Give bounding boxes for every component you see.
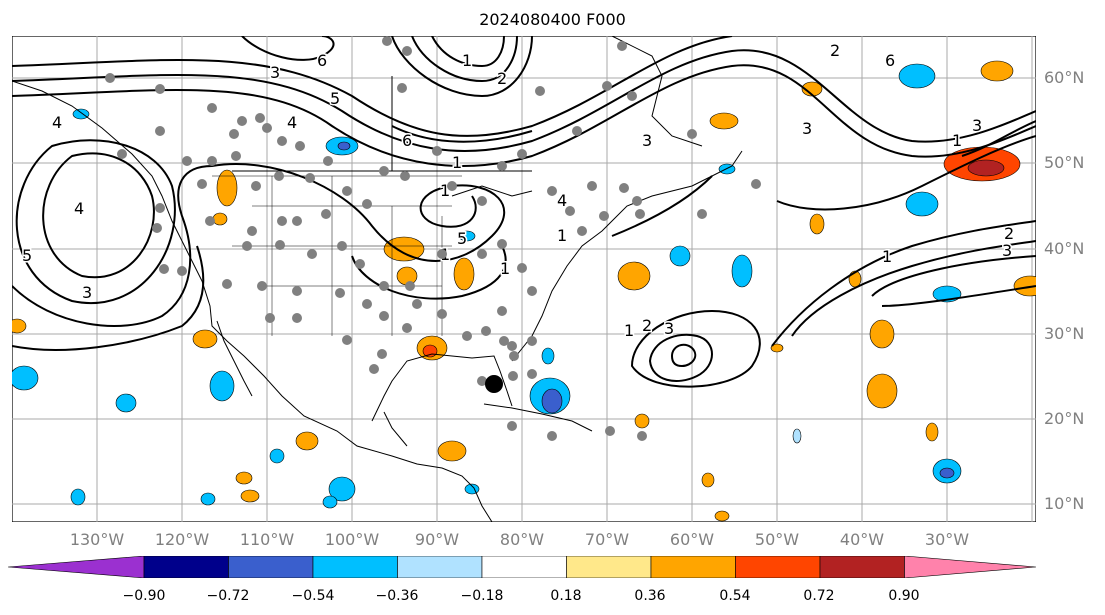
station-markers xyxy=(105,36,761,441)
colorbar-segment xyxy=(228,556,314,578)
lat-label: 40°N xyxy=(1044,239,1085,258)
contour-label: 3 xyxy=(642,131,652,150)
contour-label: 5 xyxy=(330,89,340,108)
contour-label: 1 xyxy=(882,247,892,266)
colorbar-segments xyxy=(8,556,1037,578)
storm-center-marker xyxy=(485,375,503,393)
contour-label: 1 xyxy=(557,226,567,245)
map-title: 2024080400 F000 xyxy=(479,10,626,29)
contour-label: 3 xyxy=(802,119,812,138)
contour-label: 2 xyxy=(642,316,652,335)
contour-label: 3 xyxy=(270,63,280,82)
colorbar-segment xyxy=(650,556,736,578)
lon-label: 130°W xyxy=(69,530,125,549)
contour-label: 3 xyxy=(82,283,92,302)
contour-label: 1 xyxy=(452,153,462,172)
lon-label: 120°W xyxy=(154,530,210,549)
colorbar-segment xyxy=(8,556,145,578)
contour-label: 1 xyxy=(462,51,472,70)
contour-label: 4 xyxy=(287,113,297,132)
colorbar-segment xyxy=(481,556,567,578)
colorbar-tick-label: 0.18 xyxy=(550,588,582,604)
contour-label: 6 xyxy=(402,131,412,150)
contour-label: 3 xyxy=(1002,241,1012,260)
lon-label: 90°W xyxy=(414,530,460,549)
contour-label: 1 xyxy=(500,259,510,278)
colorbar-tick-label: 0.72 xyxy=(803,588,835,604)
contour-label: 2 xyxy=(830,41,840,60)
lon-label: 100°W xyxy=(324,530,380,549)
colorbar-tick-label: −0.36 xyxy=(375,588,419,604)
lat-label: 50°N xyxy=(1044,153,1085,172)
colorbar xyxy=(8,556,1037,578)
contour-label: 6 xyxy=(317,51,327,70)
lat-label: 10°N xyxy=(1044,494,1085,513)
colorbar-segment xyxy=(904,556,1037,578)
colorbar-segment xyxy=(735,556,821,578)
contour-label: 1 xyxy=(952,131,962,150)
colorbar-segment xyxy=(143,556,229,578)
contour-label: 6 xyxy=(885,51,895,70)
map-panel: 6 1 2 3 4 5 6 1 2 3 6 1 3 4 5 4 3 1 1 1 … xyxy=(12,36,1036,522)
contour-label: 3 xyxy=(664,319,674,338)
lon-label: 50°W xyxy=(754,530,800,549)
lon-label: 70°W xyxy=(584,530,630,549)
colorbar-tick-label: 0.90 xyxy=(888,588,920,604)
colorbar-tick-label: −0.54 xyxy=(291,588,335,604)
lon-label: 30°W xyxy=(924,530,970,549)
contour-label: 4 xyxy=(52,113,62,132)
colorbar-tick-label: −0.18 xyxy=(460,588,504,604)
colorbar-segment xyxy=(397,556,483,578)
colorbar-tick-label: −0.72 xyxy=(206,588,250,604)
lon-label: 60°W xyxy=(669,530,715,549)
contour-label: 1 xyxy=(624,321,634,340)
lat-label: 20°N xyxy=(1044,409,1085,428)
lat-label: 30°N xyxy=(1044,324,1085,343)
contour-label: 5 xyxy=(22,246,32,265)
colorbar-segment xyxy=(819,556,905,578)
colorbar-tick-label: 0.54 xyxy=(719,588,751,604)
contour-label: 2 xyxy=(497,69,507,88)
contours xyxy=(12,36,1036,388)
contour-label: 2 xyxy=(1004,224,1014,243)
lon-label: 40°W xyxy=(839,530,885,549)
lon-label: 80°W xyxy=(499,530,545,549)
colorbar-tick-label: −0.90 xyxy=(122,588,166,604)
contour-label: 4 xyxy=(74,199,84,218)
colorbar-segment xyxy=(566,556,652,578)
colorbar-segment xyxy=(312,556,398,578)
lon-label: 110°W xyxy=(239,530,295,549)
colorbar-tick-label: 0.36 xyxy=(634,588,666,604)
contour-label: 4 xyxy=(557,191,567,210)
lat-label: 60°N xyxy=(1044,68,1085,87)
contour-label: 5 xyxy=(457,229,467,248)
contour-label: 3 xyxy=(972,116,982,135)
